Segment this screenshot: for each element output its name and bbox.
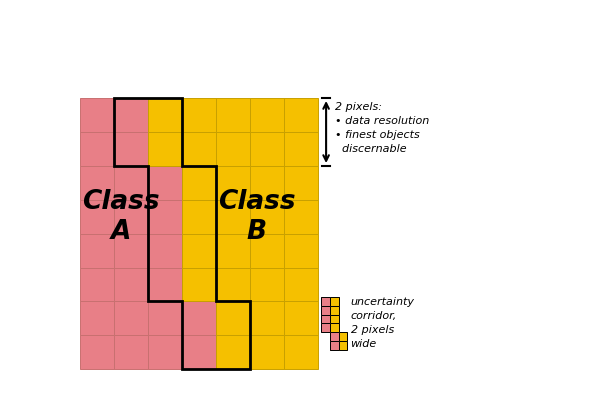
Bar	[320, 306, 329, 315]
Bar	[216, 166, 250, 200]
Bar	[80, 166, 114, 200]
Bar	[250, 335, 284, 369]
Bar	[320, 323, 329, 332]
Bar	[329, 341, 338, 350]
Bar	[329, 332, 338, 341]
Bar	[148, 200, 182, 234]
Text: Class
B: Class B	[218, 189, 296, 245]
Bar	[182, 302, 216, 335]
Bar	[80, 98, 114, 132]
Bar	[320, 306, 329, 315]
Bar	[320, 297, 329, 306]
Text: uncertainty
corridor,
2 pixels
wide: uncertainty corridor, 2 pixels wide	[350, 297, 415, 349]
Bar	[148, 166, 182, 200]
Bar	[329, 297, 338, 306]
Bar	[338, 332, 347, 341]
Bar	[284, 234, 319, 268]
Bar	[216, 335, 250, 369]
Bar	[329, 323, 338, 332]
Bar	[284, 200, 319, 234]
Bar	[250, 132, 284, 166]
Bar	[284, 335, 319, 369]
Bar	[216, 268, 250, 302]
Bar	[216, 200, 250, 234]
Bar	[216, 234, 250, 268]
Bar	[216, 98, 250, 132]
Bar	[216, 132, 250, 166]
Bar	[329, 323, 338, 332]
Text: Class
A: Class A	[82, 189, 160, 245]
Bar	[182, 268, 216, 302]
Bar	[182, 234, 216, 268]
Bar	[148, 268, 182, 302]
Bar	[250, 234, 284, 268]
Bar	[80, 200, 114, 234]
Bar	[182, 98, 216, 132]
Bar	[284, 98, 319, 132]
Bar	[148, 98, 182, 132]
Bar	[148, 302, 182, 335]
Bar	[338, 341, 347, 350]
Bar	[114, 200, 148, 234]
Bar	[114, 268, 148, 302]
Bar	[320, 297, 329, 306]
Bar	[329, 315, 338, 323]
Bar	[329, 297, 338, 306]
Bar	[80, 302, 114, 335]
Bar	[284, 302, 319, 335]
Bar	[250, 166, 284, 200]
Bar	[114, 302, 148, 335]
Bar	[338, 341, 347, 350]
Bar	[114, 98, 148, 132]
Bar	[320, 315, 329, 323]
Bar	[329, 306, 338, 315]
Bar	[329, 315, 338, 323]
Bar	[80, 268, 114, 302]
Bar	[182, 166, 216, 200]
Bar	[114, 132, 148, 166]
Bar	[284, 166, 319, 200]
Bar	[250, 98, 284, 132]
Bar	[182, 132, 216, 166]
Bar	[148, 335, 182, 369]
Bar	[284, 268, 319, 302]
Bar	[148, 234, 182, 268]
Text: 2 pixels:
• data resolution
• finest objects
  discernable: 2 pixels: • data resolution • finest obj…	[335, 102, 430, 154]
Bar	[148, 132, 182, 166]
Bar	[182, 335, 216, 369]
Bar	[182, 200, 216, 234]
Bar	[80, 132, 114, 166]
Bar	[284, 132, 319, 166]
Bar	[320, 323, 329, 332]
Bar	[329, 306, 338, 315]
Bar	[114, 166, 148, 200]
Bar	[329, 341, 338, 350]
Bar	[338, 332, 347, 341]
Bar	[250, 200, 284, 234]
Bar	[320, 315, 329, 323]
Bar	[250, 302, 284, 335]
Bar	[114, 335, 148, 369]
Bar	[80, 335, 114, 369]
Bar	[216, 302, 250, 335]
Bar	[329, 332, 338, 341]
Bar	[114, 234, 148, 268]
Bar	[250, 268, 284, 302]
Bar	[80, 234, 114, 268]
